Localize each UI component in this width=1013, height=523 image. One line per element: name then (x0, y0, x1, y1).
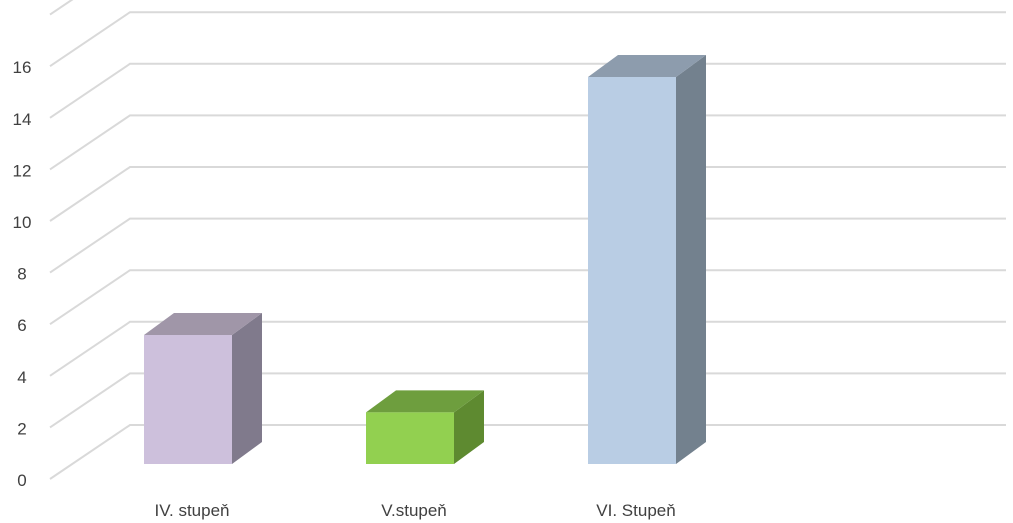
x-category-label: V.stupeň (381, 501, 447, 520)
gridline (49, 217, 1006, 274)
y-tick-label: 12 (13, 161, 32, 180)
gridline (49, 372, 1006, 429)
y-tick-label: 16 (13, 58, 32, 77)
bars (144, 55, 706, 464)
gridline (49, 11, 1006, 68)
bar-side (232, 313, 262, 464)
y-tick-label: 10 (13, 213, 32, 232)
bar-top (588, 55, 706, 77)
x-category-label: VI. Stupeň (596, 501, 675, 520)
y-tick-label: 2 (17, 419, 26, 438)
gridline (49, 320, 1006, 377)
bar-side (454, 390, 484, 464)
gridline (49, 62, 1006, 119)
bar-top (366, 390, 484, 413)
gridline (49, 424, 1006, 480)
bar-front (366, 412, 454, 464)
y-tick-label: 14 (13, 110, 32, 129)
bar-front (144, 335, 232, 464)
bar (144, 313, 262, 464)
x-axis-labels: IV. stupeň V.stupeň VI. Stupeň (155, 501, 676, 520)
y-tick-label: 4 (17, 368, 26, 387)
x-category-label: IV. stupeň (155, 501, 230, 520)
gridline (49, 269, 1006, 326)
bar (588, 55, 706, 464)
gridline (49, 114, 1006, 171)
gridlines (49, 0, 1006, 480)
y-tick-label: 8 (17, 265, 26, 284)
y-tick-label: 6 (17, 316, 26, 335)
y-tick-label: 0 (17, 471, 26, 490)
gridline (49, 166, 1006, 222)
bar-top (144, 313, 262, 335)
y-axis-ticks: 0 2 4 6 8 10 12 14 16 (13, 58, 32, 490)
bar-front (588, 77, 676, 464)
bar (366, 390, 484, 464)
bar-side (676, 55, 706, 464)
